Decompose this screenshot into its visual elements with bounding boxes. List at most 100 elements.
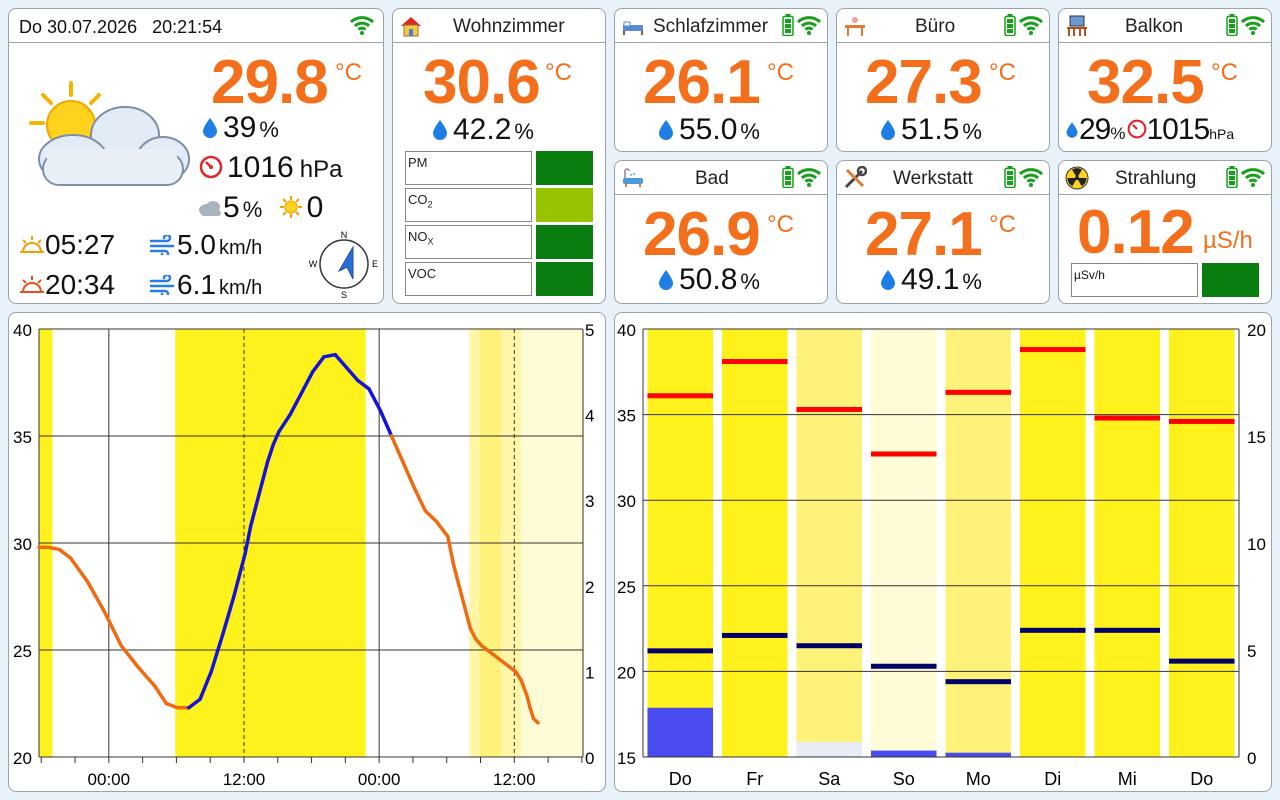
drop-icon — [659, 120, 673, 140]
temperature-line-segment — [260, 459, 270, 485]
wifi-icon — [796, 168, 822, 187]
temperature-line-segment — [524, 693, 532, 710]
y-tick-label: 40 — [617, 321, 636, 340]
x-tick-label: 12:00 — [223, 770, 266, 789]
temperature-line-segment — [209, 633, 225, 674]
drop-icon — [659, 270, 673, 290]
balkon-header: Balkon — [1059, 9, 1271, 43]
category-label: Do — [669, 769, 692, 789]
room-temp-unit: °C — [545, 59, 572, 86]
y-tick-label: 35 — [13, 428, 32, 447]
outdoor-header: Do 30.07.2026 20:21:54 — [9, 9, 383, 43]
day-rain-bar — [870, 750, 937, 757]
day-rain-bar — [945, 752, 1012, 757]
wind-speed: 5.0 km/h — [149, 229, 262, 261]
room-title: Balkon — [1125, 16, 1184, 37]
temperature-line-segment — [462, 605, 473, 631]
y-tick-label: 35 — [617, 407, 636, 426]
room-temp-unit: °C — [767, 211, 794, 238]
room-title: Büro — [915, 16, 956, 37]
wifi-icon — [1018, 16, 1044, 35]
temperature-line-segment — [519, 678, 529, 697]
max-temp-marker — [1019, 347, 1086, 353]
max-temp-marker — [647, 393, 714, 399]
max-temp-marker — [1168, 418, 1235, 424]
category-label: Mi — [1118, 769, 1137, 789]
room-humidity: 51.5% — [879, 113, 982, 147]
battery-icon — [782, 166, 794, 188]
min-temp-marker — [796, 643, 863, 649]
room-temp-unit: °C — [989, 211, 1016, 238]
y-tick-label: 25 — [617, 578, 636, 597]
y-tick-label: 20 — [617, 663, 636, 682]
temperature-line-segment — [299, 370, 315, 395]
temperature-line-segment — [220, 594, 236, 637]
room-panel-werkstatt: Werkstatt 27.1 °C 49.1% — [836, 160, 1050, 304]
buero-header: Büro — [837, 9, 1049, 43]
max-temp-marker — [1094, 415, 1161, 421]
room-panel-schlafzimmer: Schlafzimmer 26.1 °C 55.0% — [614, 8, 828, 152]
y2-tick-label: 0 — [585, 749, 594, 768]
house-icon — [401, 17, 421, 37]
temperature-line-segment — [119, 643, 140, 669]
cloud-icon — [199, 201, 221, 216]
min-temp-marker — [647, 648, 714, 654]
temperature-line-segment — [153, 684, 169, 706]
y2-tick-label: 1 — [585, 663, 594, 682]
room-panel-wohnzimmer: Wohnzimmer 30.6 °C 42.2% PM CO2 NOX VOC — [392, 8, 606, 304]
drop-icon — [881, 120, 895, 140]
y2-tick-label: 0 — [1247, 749, 1256, 768]
outdoor-cloud: 5% 0 — [197, 191, 323, 225]
strahlung-header: Strahlung — [1059, 161, 1271, 195]
temperature-line-segment — [322, 352, 337, 359]
temperature-line-segment — [423, 509, 439, 524]
x-tick-label: 12:00 — [493, 770, 536, 789]
category-label: Sa — [818, 769, 841, 789]
room-panel-balkon: Balkon 32.5 °C 29% 1015hPa — [1058, 8, 1272, 152]
gauge-icon — [1127, 119, 1146, 139]
room-title: Bad — [695, 168, 729, 189]
tools-icon — [844, 166, 867, 189]
aq-row-nox: NOX — [405, 225, 593, 259]
temperature-line-segment — [248, 502, 259, 528]
aq-label: PM — [405, 151, 532, 185]
wind-direction-arrow — [337, 245, 354, 280]
temperature-line-segment — [389, 434, 405, 464]
temperature-line-segment — [310, 355, 326, 374]
aq-row-co2: CO2 — [405, 188, 593, 222]
x-tick-label: 00:00 — [88, 770, 131, 789]
y2-tick-label: 5 — [1247, 642, 1256, 661]
room-temp: 27.1 — [865, 200, 983, 269]
sunrise: 05:27 — [19, 229, 115, 261]
y2-tick-label: 10 — [1247, 535, 1266, 554]
day-sun-bar — [945, 329, 1012, 757]
temperature-line-segment — [57, 547, 73, 560]
category-label: Do — [1190, 769, 1213, 789]
aq-label: CO2 — [405, 188, 532, 222]
category-label: Fr — [746, 769, 763, 789]
temperature-line-segment — [277, 412, 292, 434]
aq-row-pm: PM — [405, 151, 593, 185]
signal-group — [1004, 14, 1044, 36]
y-tick-label: 25 — [13, 642, 32, 661]
min-temp-marker — [945, 679, 1012, 685]
min-temp-marker — [1019, 627, 1086, 633]
room-humidity: 50.8% — [657, 263, 760, 297]
signal-group — [1226, 166, 1266, 188]
temperature-line-segment — [344, 365, 360, 383]
y2-tick-label: 20 — [1247, 321, 1266, 340]
max-temp-marker — [870, 451, 937, 457]
compass-s: S — [341, 290, 347, 299]
balcony-icon — [1067, 15, 1087, 36]
day-sun-bar — [796, 329, 863, 757]
room-temp-unit: °C — [767, 59, 794, 86]
room-temp-unit: °C — [1211, 59, 1238, 86]
schlafzimmer-header: Schlafzimmer — [615, 9, 827, 43]
signal-group — [782, 14, 822, 36]
aq-label: NOX — [405, 225, 532, 259]
min-temp-marker — [721, 632, 788, 638]
temperature-line-segment — [102, 609, 123, 648]
temperature-line-segment — [446, 534, 456, 567]
bathtub-icon — [623, 168, 643, 187]
wifi-icon — [796, 16, 822, 35]
